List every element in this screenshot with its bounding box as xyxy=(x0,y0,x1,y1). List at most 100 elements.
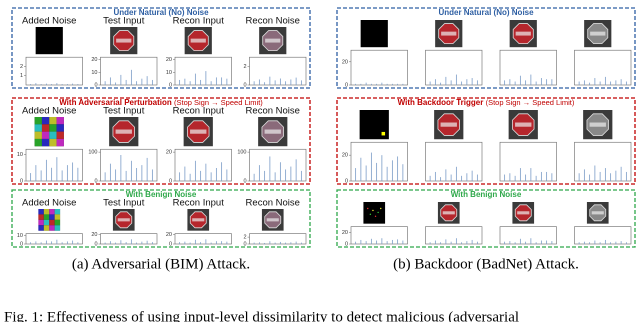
y-tick-label: 20 xyxy=(166,150,172,156)
stop-letters xyxy=(440,122,457,127)
noise xyxy=(49,131,57,139)
stop-letters xyxy=(590,31,606,36)
stop-letters xyxy=(441,31,457,36)
stop-letters xyxy=(589,122,606,127)
title-sub: (Stop Sign → Speed Limit) xyxy=(486,98,575,107)
y-tick-label: 20 xyxy=(166,232,172,238)
noise xyxy=(34,138,42,147)
y-tick-label: 20 xyxy=(342,59,348,65)
title-main: With Benign Noise xyxy=(126,190,197,199)
y-tick-label: 20 xyxy=(342,230,348,236)
title-sub: (Stop Sign → Speed Limit) xyxy=(174,98,263,107)
section-title: With Adversarial Perturbation (Stop Sign… xyxy=(59,98,263,107)
chart-frame xyxy=(350,141,408,182)
column-label: Recon Input xyxy=(173,16,225,27)
column-label: Recon Input xyxy=(173,106,225,117)
noise xyxy=(38,225,44,231)
column-label: Added Noise xyxy=(22,198,76,209)
noise xyxy=(49,117,57,125)
stop-letters xyxy=(517,211,530,215)
stop-letters xyxy=(442,211,455,215)
noise xyxy=(54,214,61,220)
y-tick-label: 0 xyxy=(243,82,246,88)
section-box xyxy=(336,7,636,89)
noise xyxy=(54,225,61,231)
noise xyxy=(49,209,55,215)
y-tick-label: 0 xyxy=(94,178,97,184)
speck xyxy=(369,213,372,216)
noise xyxy=(54,219,61,226)
y-tick-label: 0 xyxy=(243,241,246,247)
title-main: With Adversarial Perturbation xyxy=(59,98,172,107)
y-tick-label: 2 xyxy=(243,235,246,241)
y-tick-label: 20 xyxy=(91,232,97,238)
chart-frame xyxy=(425,226,483,245)
section-box xyxy=(11,189,311,248)
chart-frame xyxy=(100,148,158,182)
caption: (a) Adversarial (BIM) Attack. xyxy=(72,256,250,272)
footer: Fig. 1: Effectiveness of using input-lev… xyxy=(4,309,519,322)
speck xyxy=(367,207,369,210)
noise xyxy=(49,214,55,220)
title-main: With Backdoor Trigger xyxy=(398,98,484,107)
stop-letters xyxy=(515,122,532,127)
chart-frame xyxy=(425,141,483,182)
noise xyxy=(34,124,42,132)
chart-frame xyxy=(499,141,557,182)
noise xyxy=(54,209,61,215)
y-tick-label: 20 xyxy=(166,57,172,63)
noise xyxy=(34,131,42,139)
noise xyxy=(56,124,64,132)
y-tick-label: 0 xyxy=(94,241,97,247)
caption: (b) Backdoor (BadNet) Attack. xyxy=(393,256,579,272)
noise xyxy=(34,117,42,125)
y-tick-label: 0 xyxy=(20,241,23,247)
noise xyxy=(43,209,50,215)
noise xyxy=(38,214,44,220)
noise xyxy=(49,225,55,231)
column-label: Test Input xyxy=(103,16,145,27)
chart-frame xyxy=(100,56,158,86)
stop-letters xyxy=(192,218,205,222)
image xyxy=(360,20,388,48)
stop-letters xyxy=(190,129,207,134)
y-tick-label: 20 xyxy=(91,57,97,63)
chart-frame xyxy=(249,56,307,86)
y-tick-label: 20 xyxy=(342,153,348,159)
chart-frame xyxy=(425,49,483,86)
noise xyxy=(41,138,50,147)
speck xyxy=(372,209,374,212)
y-tick-label: 10 xyxy=(91,70,97,76)
chart-frame xyxy=(25,56,83,86)
title-main: Under Natural (No) Noise xyxy=(438,8,534,17)
noise xyxy=(56,131,64,139)
y-tick-label: 0 xyxy=(345,82,348,88)
stop-letters xyxy=(515,31,531,36)
column-label: Recon Noise xyxy=(246,16,300,27)
noise xyxy=(56,117,64,125)
chart-frame xyxy=(350,226,408,245)
stop-letters xyxy=(266,218,279,222)
noise xyxy=(43,214,50,220)
image xyxy=(35,27,63,55)
y-tick-label: 0 xyxy=(243,178,246,184)
stop-letters xyxy=(115,129,132,134)
chart-frame xyxy=(574,226,632,245)
noise xyxy=(43,225,50,231)
noise xyxy=(41,124,50,132)
chart-frame xyxy=(174,233,232,245)
stop-letters xyxy=(190,38,206,43)
chart-frame xyxy=(100,233,158,245)
y-tick-label: 100 xyxy=(88,150,97,156)
y-tick-label: 100 xyxy=(237,150,246,156)
column-label: Test Input xyxy=(103,198,145,209)
column-label: Recon Input xyxy=(173,198,225,209)
y-tick-label: 0 xyxy=(345,241,348,247)
section-box xyxy=(336,189,636,248)
chart-frame xyxy=(174,148,232,182)
noise xyxy=(49,138,57,147)
section-title: Under Natural (No) Noise xyxy=(438,8,534,17)
noise xyxy=(49,219,55,226)
chart-frame xyxy=(499,226,557,245)
